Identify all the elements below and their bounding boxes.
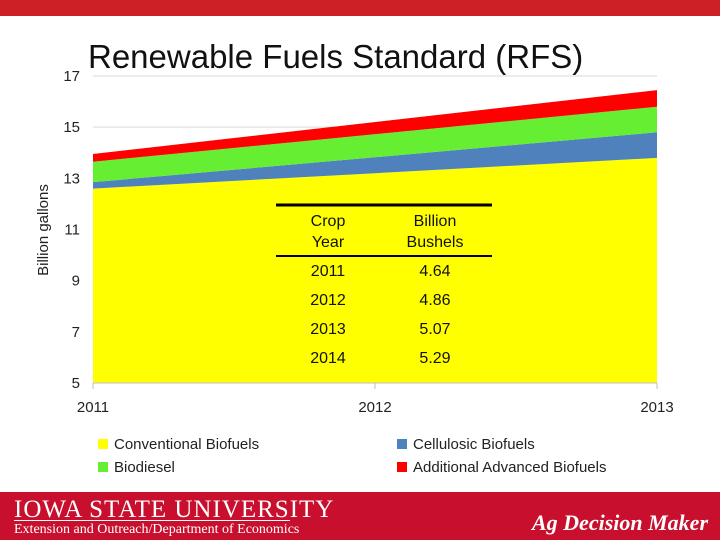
table-cell: 4.64 bbox=[419, 263, 450, 280]
legend-label: Biodiesel bbox=[114, 459, 175, 476]
area-conventional-biofuels bbox=[93, 157, 657, 383]
area-cellulosic-biofuels bbox=[93, 132, 657, 189]
legend-swatch bbox=[397, 462, 407, 472]
x-axis-ticks: 2011 2012 2013 bbox=[77, 382, 674, 416]
table-header: Billion Bushels bbox=[407, 213, 464, 251]
table-cell: 2013 bbox=[310, 321, 346, 338]
table-cell: 5.07 bbox=[419, 321, 450, 338]
table-cell: 2011 bbox=[311, 263, 346, 280]
y-tick-label: 17 bbox=[63, 68, 80, 85]
stacked-areas bbox=[93, 90, 657, 383]
legend-label: Conventional Biofuels bbox=[114, 436, 259, 453]
area-additional-advanced-biofuels bbox=[93, 90, 657, 162]
page-title: Renewable Fuels Standard (RFS) bbox=[88, 38, 584, 75]
y-tick-label: 9 bbox=[72, 273, 80, 290]
x-tick-label: 2011 bbox=[77, 399, 109, 416]
y-tick-label: 7 bbox=[72, 324, 80, 341]
legend-swatch bbox=[397, 439, 407, 449]
table-header: Crop Year bbox=[311, 213, 346, 251]
top-accent-bar bbox=[0, 0, 720, 16]
table-cell: 2012 bbox=[310, 292, 346, 309]
y-axis-ticks: 5 7 9 11 13 15 17 bbox=[63, 68, 80, 392]
legend-swatch bbox=[98, 462, 108, 472]
x-tick-label: 2012 bbox=[358, 399, 391, 416]
footer-bar bbox=[0, 492, 720, 540]
legend: Conventional Biofuels Cellulosic Biofuels… bbox=[98, 436, 606, 476]
y-tick-label: 5 bbox=[72, 375, 80, 392]
table-cell: 4.86 bbox=[419, 292, 450, 309]
university-logo-text: IOWA STATE UNIVERSITY bbox=[14, 496, 335, 523]
y-tick-label: 13 bbox=[63, 170, 80, 187]
y-tick-label: 11 bbox=[64, 222, 80, 239]
rfs-chart: 5 7 9 11 13 15 17 2011 2012 2013 Billion gallons… bbox=[35, 68, 674, 476]
x-tick-label: 2013 bbox=[640, 399, 673, 416]
area-biodiesel bbox=[93, 106, 657, 183]
bushels-table: Crop Year Billion Bushels 2011 4.64 2012 4.86 20… bbox=[276, 203, 492, 367]
legend-label: Additional Advanced Biofuels bbox=[413, 459, 606, 476]
brand-text: Ag Decision Maker bbox=[532, 510, 708, 535]
legend-swatch bbox=[98, 439, 108, 449]
table-cell: 5.29 bbox=[419, 350, 450, 367]
y-axis-label: Billion gallons bbox=[35, 184, 52, 276]
footer-divider bbox=[14, 520, 290, 521]
y-tick-label: 15 bbox=[63, 119, 80, 136]
department-text: Extension and Outreach/Department of Eco… bbox=[14, 522, 300, 537]
table-cell: 2014 bbox=[310, 350, 346, 367]
legend-label: Cellulosic Biofuels bbox=[413, 436, 535, 453]
